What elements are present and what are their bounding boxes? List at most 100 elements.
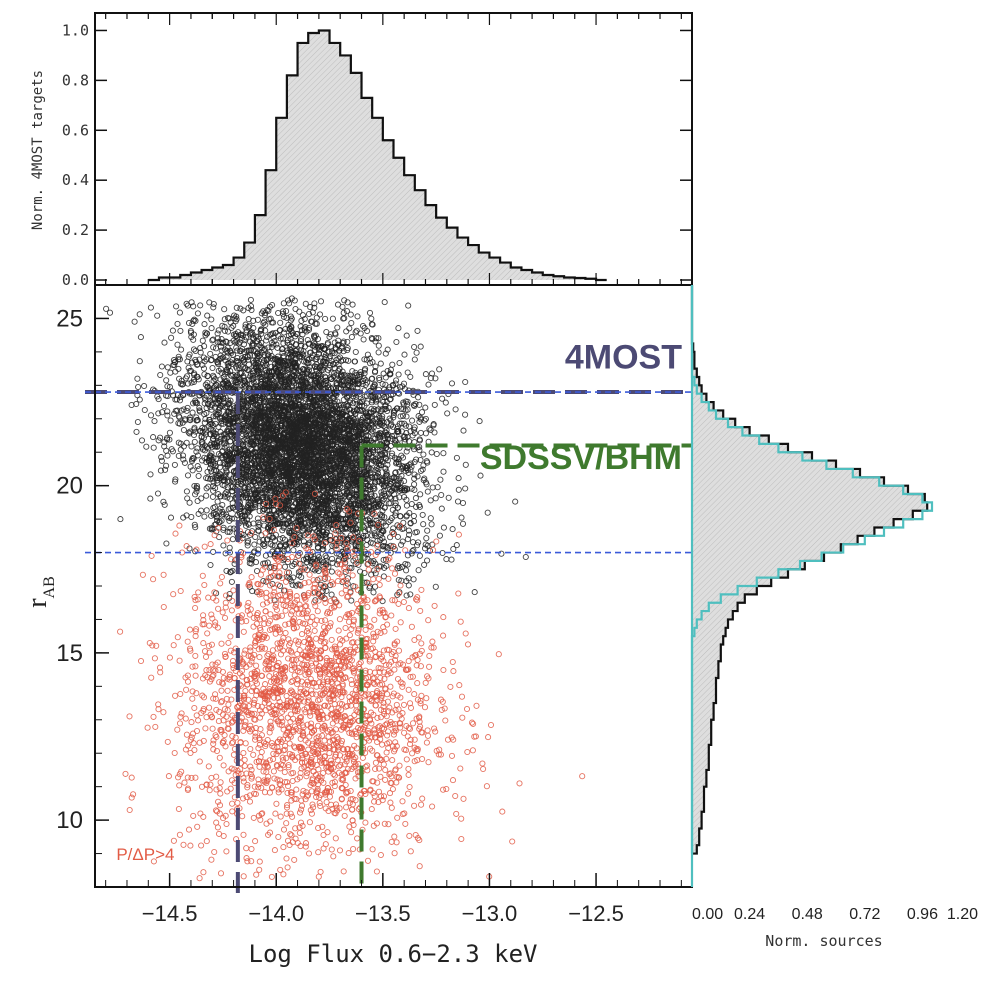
scatter-point xyxy=(261,345,268,352)
scatter-point xyxy=(201,371,208,378)
scatter-point xyxy=(204,312,211,319)
scatter-point xyxy=(389,450,396,457)
scatter-point xyxy=(206,385,213,392)
scatter-point xyxy=(167,514,175,521)
scatter-point xyxy=(203,485,210,492)
scatter-point xyxy=(177,327,184,334)
scatter-point xyxy=(316,311,324,318)
scatter-point xyxy=(354,313,361,320)
scatter-point xyxy=(263,337,270,344)
scatter-point xyxy=(192,317,199,324)
scatter-point xyxy=(136,311,143,318)
scatter-point xyxy=(164,383,171,390)
scatter-point xyxy=(411,343,418,351)
scatter-point xyxy=(302,300,309,307)
scatter-point xyxy=(417,343,424,350)
scatter-point xyxy=(399,412,407,419)
scatter-point xyxy=(436,366,443,373)
scatter-point xyxy=(348,319,355,327)
top-y-axis-label: Norm. 4MOST targets xyxy=(30,70,46,230)
scatter-point xyxy=(444,410,451,417)
top-y-tick-label: 0.0 xyxy=(62,271,89,289)
top-y-tick-label: 1.0 xyxy=(62,21,89,39)
scatter-point xyxy=(177,446,184,453)
scatter-point xyxy=(349,368,356,375)
scatter-point xyxy=(428,521,435,528)
scatter-point xyxy=(425,381,432,388)
scatter-point xyxy=(163,377,170,384)
scatter-point xyxy=(252,533,259,541)
scatter-point xyxy=(417,456,424,464)
scatter-point xyxy=(209,493,216,500)
scatter-point xyxy=(411,426,418,433)
scatter-point xyxy=(386,494,393,501)
scatter-point xyxy=(221,316,228,323)
scatter-point xyxy=(381,299,388,306)
scatter-point xyxy=(262,327,269,334)
scatter-point xyxy=(191,521,198,528)
scatter-point xyxy=(181,459,188,466)
scatter-point xyxy=(163,462,170,469)
scatter-point xyxy=(304,336,311,344)
scatter-point xyxy=(147,412,155,419)
scatter-point xyxy=(184,404,191,411)
scatter-point xyxy=(291,297,298,304)
scatter-point xyxy=(403,448,410,455)
scatter-point xyxy=(366,309,374,316)
top-y-ticks: 0.00.20.40.60.81.0 xyxy=(62,13,692,289)
scatter-point xyxy=(353,400,360,407)
scatter-point xyxy=(405,302,412,309)
scatter-point xyxy=(417,467,425,474)
scatter-point xyxy=(458,514,465,521)
scatter-point xyxy=(303,530,310,537)
scatter-point xyxy=(301,315,308,323)
scatter-point xyxy=(150,444,157,451)
scatter-point xyxy=(176,420,183,427)
scatter-point xyxy=(406,531,413,538)
scatter-point xyxy=(419,511,426,518)
scatter-point xyxy=(208,316,215,323)
scatter-point xyxy=(147,304,154,311)
top-y-tick-label: 0.8 xyxy=(62,71,89,89)
scatter-point xyxy=(335,337,342,344)
scatter-point xyxy=(311,567,318,574)
top-histogram-panel: 0.00.20.40.60.81.0 Norm. 4MOST targets xyxy=(30,12,693,289)
scatter-point xyxy=(426,547,434,554)
scatter-point xyxy=(392,509,399,516)
scatter-point xyxy=(180,406,187,413)
scatter-point xyxy=(439,395,446,402)
scatter-point xyxy=(422,371,429,378)
scatter-point xyxy=(167,417,174,424)
scatter-point xyxy=(219,322,226,329)
scatter-point xyxy=(409,417,416,424)
scatter-point xyxy=(161,339,168,346)
scatter-point xyxy=(269,542,276,549)
scatter-point xyxy=(190,378,198,386)
scatter-point xyxy=(161,443,168,450)
scatter-point xyxy=(201,321,208,328)
scatter-point xyxy=(164,364,171,371)
scatter-point xyxy=(174,320,181,327)
scatter-point xyxy=(217,429,224,436)
scatter-point xyxy=(462,485,469,492)
scatter-point xyxy=(234,347,241,354)
scatter-point xyxy=(154,312,161,319)
scatter-point xyxy=(103,305,110,312)
scatter-point xyxy=(209,337,216,344)
scatter-point xyxy=(418,409,426,416)
scatter-points xyxy=(103,295,586,882)
scatter-point xyxy=(261,542,268,550)
scatter-point xyxy=(133,428,140,435)
scatter-point xyxy=(198,507,205,514)
scatter-point xyxy=(207,350,214,357)
scatter-point xyxy=(233,304,240,311)
scatter-point xyxy=(267,541,274,548)
scatter-point xyxy=(192,347,199,355)
scatter-point xyxy=(307,304,314,311)
scatter-point xyxy=(375,349,382,356)
scatter-point xyxy=(225,360,232,367)
top-y-tick-label: 0.6 xyxy=(62,121,89,139)
scatter-point xyxy=(158,457,165,464)
